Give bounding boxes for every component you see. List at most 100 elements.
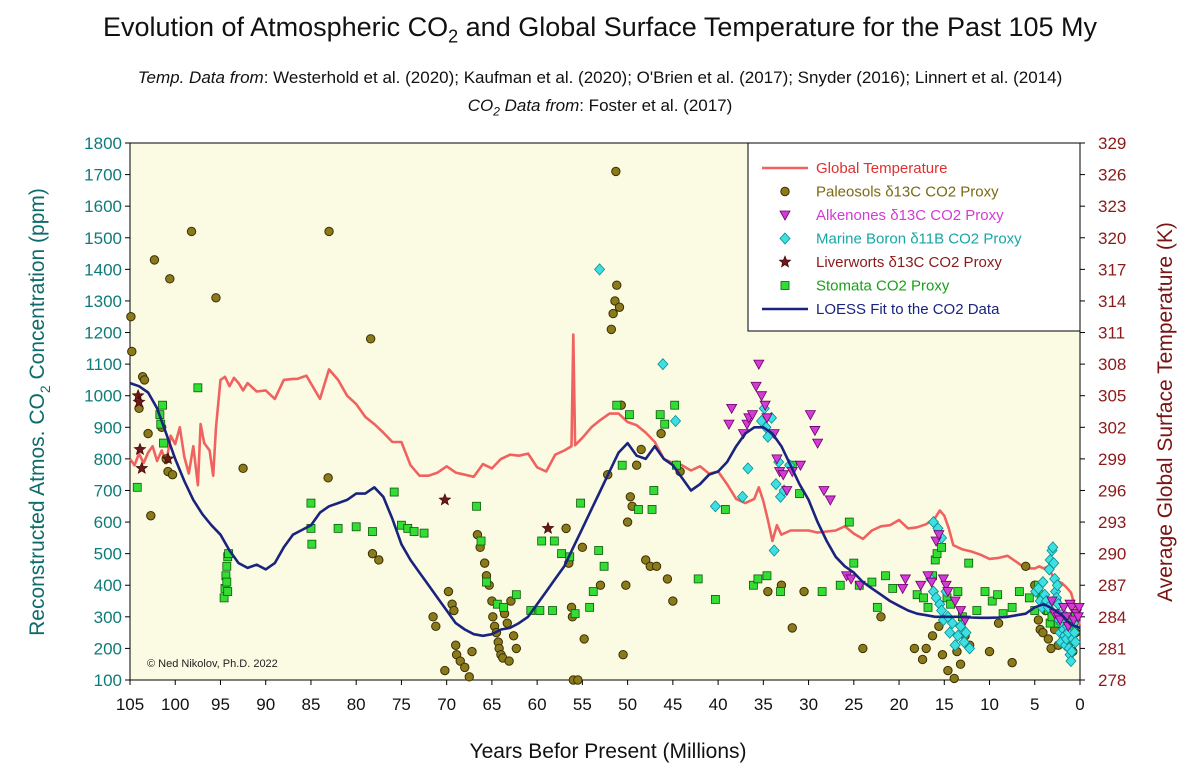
x-tick-label: 10 — [980, 695, 999, 714]
stomata-point — [482, 577, 491, 587]
y-left-tick-label: 1400 — [84, 260, 122, 279]
boron-point — [1037, 575, 1049, 589]
paleosols-point — [943, 665, 953, 676]
y-left-tick-label: 500 — [94, 545, 122, 564]
x-tick-label: 90 — [256, 695, 275, 714]
paleosols-point — [858, 643, 868, 654]
paleosols-point — [955, 659, 966, 669]
stomata-point — [655, 410, 665, 420]
y-left-tick-label: 800 — [94, 450, 122, 469]
boron-point — [1048, 557, 1060, 570]
axis-ticks: 1002003004005006007008009001000110012001… — [84, 134, 1126, 714]
stomata-point — [588, 587, 598, 596]
y-right-tick-label: 317 — [1098, 260, 1126, 279]
alkenones-point — [925, 577, 938, 588]
alkenones-point — [761, 413, 773, 424]
boron-point — [657, 358, 669, 371]
legend-stomata-label: Stomata CO2 Proxy — [816, 278, 950, 295]
stomata-point — [923, 602, 933, 612]
paleosols-point — [934, 621, 944, 631]
paleosols-point — [636, 444, 646, 455]
alkenones-point — [949, 596, 961, 607]
alkenones-point — [753, 359, 765, 370]
paleosols-point — [149, 255, 160, 265]
y-left-tick-label: 900 — [94, 418, 122, 437]
stomata-point — [409, 527, 419, 536]
y-axis-right-label: Average Global Surface Temperature (K) — [1154, 222, 1177, 602]
paleosols-point — [927, 631, 938, 641]
stomata-point — [993, 590, 1003, 600]
stomata-point — [222, 577, 232, 587]
x-tick-label: 70 — [437, 695, 456, 714]
copyright-credit: © Ned Nikolov, Ph.D. 2022 — [147, 658, 278, 670]
alkenones-point — [725, 403, 738, 415]
paleosols-point — [561, 523, 571, 534]
stomata-point — [548, 606, 557, 615]
y-left-tick-label: 1700 — [84, 166, 122, 185]
stomata-point — [535, 606, 545, 615]
stomata-point — [647, 505, 657, 514]
paleosols-point — [662, 574, 673, 584]
alkenones-point — [1072, 612, 1084, 623]
paleosols-point — [211, 293, 221, 303]
y-right-tick-label: 320 — [1098, 229, 1126, 248]
stomata-point — [980, 587, 990, 596]
legend-boron-label: Marine Boron δ11B CO2 Proxy — [816, 231, 1022, 248]
alkenones-point — [755, 391, 768, 402]
co2-source-line: CO2 Data from: Foster et al. (2017) — [0, 96, 1200, 118]
paleosols-point — [612, 280, 622, 290]
co2-source-label-main: CO — [467, 96, 494, 115]
temp-source-text: : Westerhold et al. (2020); Kaufman et a… — [263, 68, 1063, 87]
stomata-point — [753, 574, 763, 584]
paleosols-point — [668, 596, 678, 606]
stomata-point — [132, 482, 142, 492]
legend-boron-swatch — [779, 232, 791, 245]
paleosols-point — [374, 555, 384, 565]
boron-point — [949, 639, 961, 652]
boron-point — [742, 462, 754, 475]
stomata-point — [570, 609, 580, 619]
paleosols-point — [625, 492, 636, 502]
boron-point — [955, 620, 967, 633]
stomata-point — [476, 536, 486, 546]
paleosols-point — [508, 631, 519, 641]
y-left-tick-label: 200 — [94, 639, 122, 658]
alkenones-point — [899, 574, 912, 585]
alkenones-point — [845, 574, 857, 585]
y-left-tick-label: 1200 — [84, 324, 122, 343]
y-right-tick-label: 302 — [1098, 418, 1126, 437]
stomata-point — [159, 438, 168, 448]
stomata-point — [872, 602, 882, 612]
alkenones-point — [811, 438, 824, 449]
x-axis-label: Years Befor Present (Millions) — [470, 740, 747, 763]
x-tick-label: 35 — [754, 695, 773, 714]
boron-point — [964, 642, 976, 655]
stomata-point — [649, 486, 659, 495]
legend: Global Temperature Paleosols δ13C CO2 Pro… — [747, 142, 1081, 332]
title-subscript: 2 — [448, 26, 459, 47]
stomata-point — [351, 522, 361, 532]
paleosols-point — [511, 643, 522, 654]
x-tick-label: 25 — [844, 695, 863, 714]
alkenones-point — [1066, 602, 1078, 614]
stomata-point — [585, 602, 595, 612]
liverworts-point — [133, 442, 147, 455]
y-left-label-sub: 2 — [37, 385, 53, 393]
boron-point — [670, 414, 682, 428]
alkenones-point — [1054, 615, 1066, 626]
alkenones-point — [723, 419, 735, 430]
chart-title: Evolution of Atmospheric CO2 and Global … — [0, 12, 1200, 47]
stomata-point — [660, 419, 670, 429]
paleosols-point — [146, 511, 156, 521]
y-left-tick-label: 100 — [94, 671, 122, 690]
paleosols-point — [611, 166, 621, 177]
y-right-tick-label: 329 — [1098, 134, 1126, 153]
stomata-point — [617, 460, 627, 470]
y-right-tick-label: 299 — [1098, 450, 1126, 469]
legend-alkenones-label: Alkenones δ13C CO2 Proxy — [816, 207, 1004, 224]
stomata-point — [953, 587, 963, 596]
boron-point — [946, 617, 958, 630]
stomata-point — [748, 580, 758, 590]
alkenones-point — [824, 495, 836, 506]
